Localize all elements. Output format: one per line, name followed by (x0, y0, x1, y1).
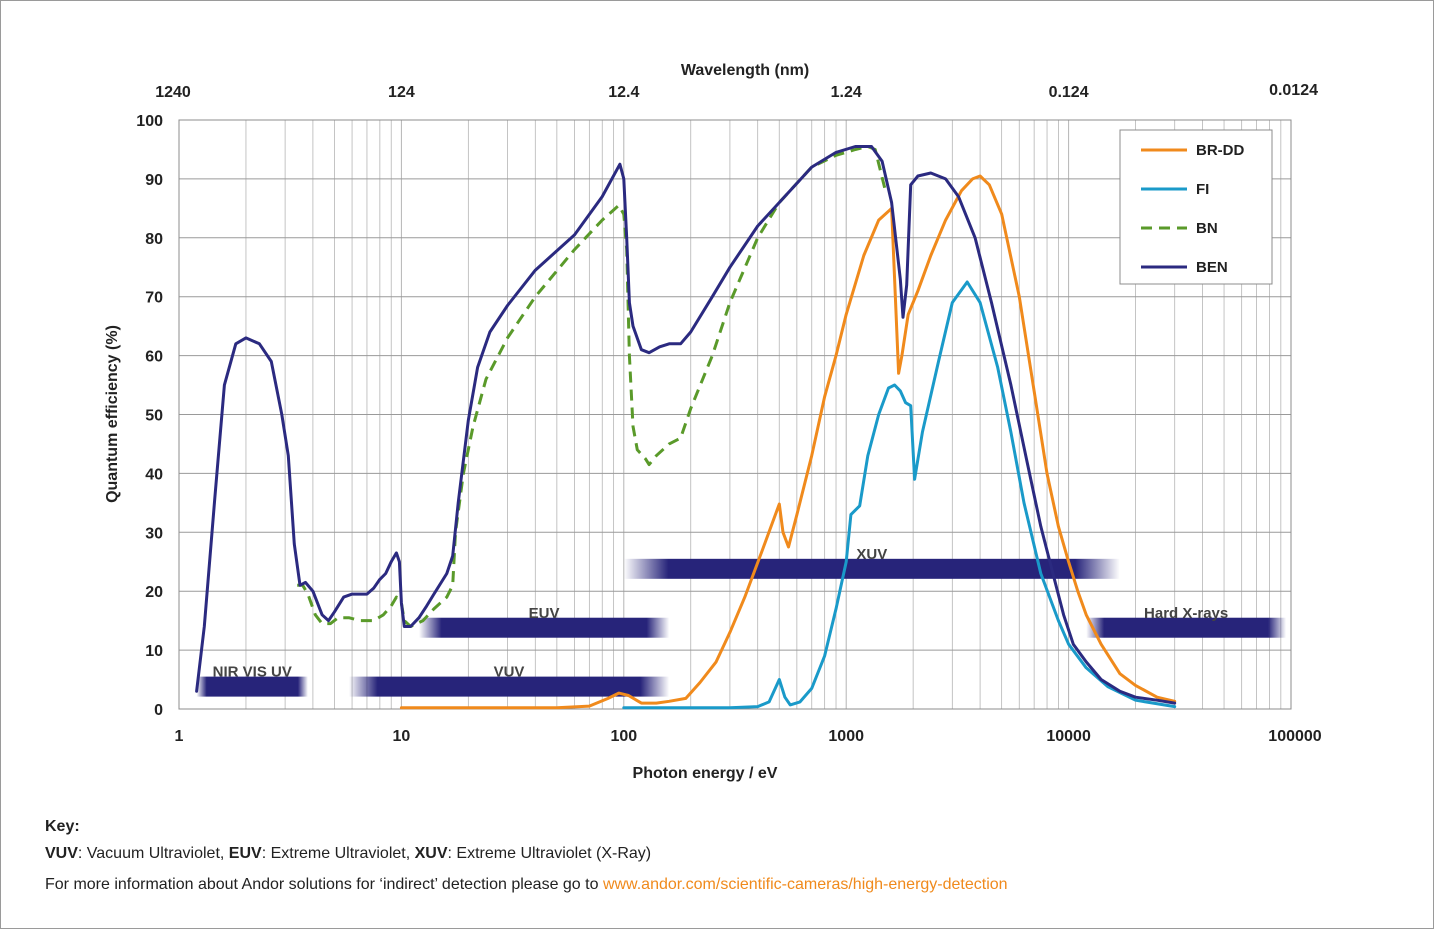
band-label: VUV (494, 664, 525, 681)
x-tick-label: 100 (610, 728, 637, 745)
series-bn-line (297, 145, 887, 628)
y-tick-label: 50 (145, 408, 163, 425)
legend-label: FI (1196, 181, 1209, 198)
band-label: NIR VIS UV (213, 664, 292, 681)
y-tick-label: 60 (145, 349, 163, 366)
top-axis-title: Wavelength (nm) (681, 62, 809, 79)
y-tick-label: 40 (145, 466, 163, 483)
x-tick-label: 1000 (828, 728, 864, 745)
y-tick-label: 100 (136, 113, 163, 130)
series-fi-line (622, 280, 1177, 710)
x-axis-title: Photon energy / eV (633, 765, 778, 782)
band-bar (623, 558, 1120, 579)
key-definition: : Extreme Ultraviolet, (261, 845, 415, 862)
spectral-bands: NIR VIS UV VUV EUV XUV Hard X-rays (196, 546, 1287, 697)
qe-chart: NIR VIS UV VUV EUV XUV Hard X-rays 0 10 20 30 40… (104, 62, 1322, 782)
y-tick-label: 10 (145, 643, 163, 660)
top-tick-label: 124 (388, 84, 415, 101)
y-tick-label: 0 (154, 702, 163, 719)
legend-label: BEN (1196, 259, 1228, 276)
key-definitions: VUV: Vacuum Ultraviolet, EUV: Extreme Ul… (45, 845, 651, 863)
top-tick-label: 1.24 (831, 84, 862, 101)
legend-label: BR-DD (1196, 142, 1244, 159)
y-tick-label: 90 (145, 172, 163, 189)
key-term: EUV (228, 845, 262, 862)
y-axis-title: Quantum efficiency (%) (104, 325, 121, 503)
series (195, 145, 1177, 710)
key-definition: : Vacuum Ultraviolet, (77, 845, 229, 862)
x-tick-label: 1 (175, 728, 184, 745)
andor-link[interactable]: www.andor.com/scientific-cameras/high-en… (602, 876, 1008, 893)
key-term: XUV (414, 845, 448, 862)
key-title: Key: (45, 818, 80, 835)
key-more-info: For more information about Andor solutio… (45, 876, 1008, 894)
x-tick-label: 10 (393, 728, 411, 745)
band-label: Hard X-rays (1144, 605, 1228, 622)
legend-box (1119, 129, 1273, 285)
band-label: XUV (856, 546, 887, 563)
y-tick-label: 20 (145, 584, 163, 601)
more-info-text: For more information about Andor solutio… (45, 876, 603, 893)
x-tick-label: 10000 (1046, 728, 1091, 745)
y-tick-label: 70 (145, 290, 163, 307)
y-tick-label: 30 (145, 525, 163, 542)
key-term: VUV (45, 845, 78, 862)
series-br-dd-line (399, 174, 1177, 710)
top-tick-label: 12.4 (608, 84, 639, 101)
x-tick-label: 100000 (1268, 728, 1321, 745)
key-definition: : Extreme Ultraviolet (X-Ray) (447, 845, 652, 862)
legend-label: BN (1196, 220, 1218, 237)
top-tick-label: 0.0124 (1269, 82, 1318, 99)
band-bar (196, 676, 308, 697)
y-tick-label: 80 (145, 231, 163, 248)
band-bar (419, 617, 670, 638)
series-ben-line (195, 145, 1177, 705)
band-bar (1086, 617, 1287, 638)
top-tick-label: 1240 (155, 84, 191, 101)
top-tick-label: 0.124 (1049, 84, 1089, 101)
band-label: EUV (529, 605, 560, 622)
band-bar (348, 676, 670, 697)
legend: BR-DD FI BN BEN (1119, 129, 1273, 285)
